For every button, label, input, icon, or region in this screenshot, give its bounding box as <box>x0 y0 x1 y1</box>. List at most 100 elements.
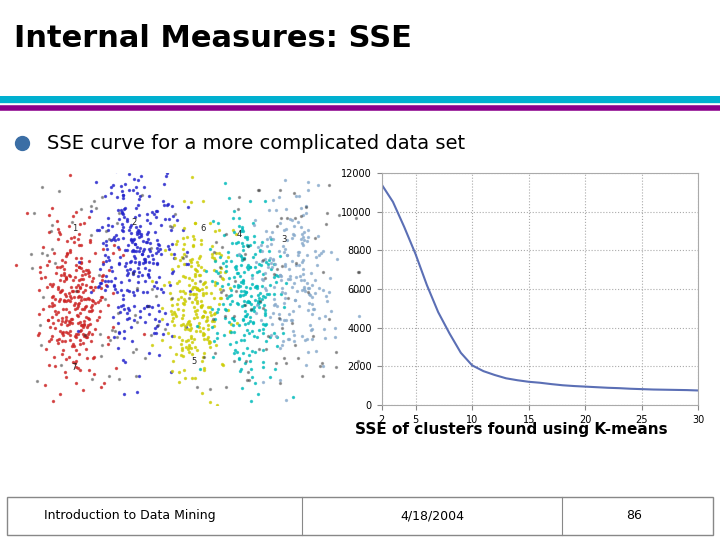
Point <box>267 255 279 264</box>
Point <box>74 339 86 348</box>
Point <box>111 231 122 239</box>
Point <box>283 334 294 343</box>
Point <box>84 320 96 328</box>
Point <box>40 380 51 389</box>
Point <box>100 227 112 235</box>
Point <box>238 301 250 309</box>
Point <box>111 218 122 227</box>
Point <box>286 316 297 325</box>
Point <box>148 282 160 291</box>
Point <box>192 312 203 321</box>
Point <box>245 397 256 406</box>
Point <box>238 246 249 254</box>
Point <box>196 284 207 293</box>
Point <box>237 315 248 323</box>
Point <box>152 259 163 267</box>
Point <box>205 288 217 297</box>
Point <box>50 268 62 277</box>
Point <box>288 337 300 346</box>
Point <box>149 315 161 324</box>
Point <box>85 207 96 215</box>
Point <box>179 299 190 308</box>
Point <box>163 278 174 287</box>
Point <box>226 238 238 247</box>
Point <box>72 326 84 335</box>
Point <box>162 329 174 338</box>
Point <box>63 308 75 316</box>
Point <box>132 229 144 238</box>
Point <box>230 287 241 295</box>
Point <box>297 286 308 294</box>
Point <box>191 296 202 305</box>
Point <box>256 257 268 266</box>
Point <box>79 270 91 279</box>
Point <box>131 286 143 294</box>
Point <box>302 226 314 234</box>
Point <box>105 236 117 245</box>
Point <box>238 286 250 295</box>
Point <box>186 275 198 284</box>
Point <box>114 253 125 261</box>
Point <box>27 264 38 273</box>
Point <box>122 268 134 277</box>
Point <box>93 281 104 290</box>
Point <box>128 291 140 299</box>
Point <box>85 287 96 296</box>
Point <box>131 227 143 236</box>
Point <box>236 224 248 233</box>
Point <box>241 263 253 272</box>
Point <box>184 320 196 328</box>
Point <box>168 267 179 275</box>
Point <box>265 239 276 248</box>
Point <box>52 235 63 244</box>
Point <box>250 348 261 356</box>
Point <box>215 253 226 261</box>
Point <box>217 286 229 295</box>
Point <box>210 348 221 357</box>
Point <box>177 352 189 360</box>
Point <box>75 283 86 292</box>
Point <box>230 338 241 346</box>
Point <box>207 317 218 326</box>
Point <box>143 192 154 200</box>
Point <box>72 300 84 308</box>
Point <box>289 188 300 197</box>
Point <box>118 390 130 399</box>
Point <box>238 241 249 250</box>
Point <box>235 282 246 291</box>
Point <box>71 333 82 341</box>
Point <box>143 348 155 357</box>
Point <box>353 311 364 320</box>
Point <box>86 231 97 239</box>
Point <box>319 333 330 342</box>
Point <box>96 149 108 158</box>
Point <box>88 273 99 282</box>
Point <box>73 364 84 373</box>
Point <box>223 193 235 202</box>
Point <box>140 238 152 246</box>
Point <box>123 170 135 178</box>
Point <box>76 305 88 314</box>
Point <box>210 278 221 287</box>
Point <box>276 319 288 328</box>
Point <box>102 214 113 222</box>
Point <box>127 336 138 345</box>
Point <box>162 241 174 250</box>
Point <box>332 255 343 264</box>
Point <box>311 151 323 160</box>
Point <box>166 317 178 326</box>
Point <box>252 297 264 306</box>
Point <box>115 285 127 294</box>
Point <box>217 275 229 284</box>
Point <box>274 378 286 387</box>
Point <box>202 332 214 341</box>
Point <box>117 295 129 303</box>
Point <box>151 235 163 244</box>
Point <box>238 297 249 306</box>
Point <box>138 330 150 339</box>
Point <box>300 201 312 210</box>
Point <box>246 292 257 300</box>
Point <box>279 176 291 185</box>
Point <box>235 278 246 287</box>
Point <box>173 368 184 376</box>
